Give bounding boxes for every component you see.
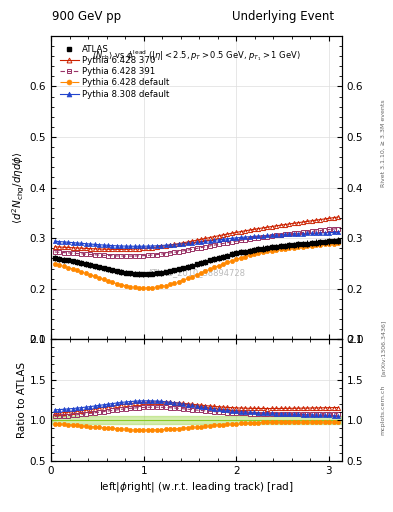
Y-axis label: $\langle d^2 N_{\rm chg}/d\eta d\phi\rangle$: $\langle d^2 N_{\rm chg}/d\eta d\phi\ran…	[11, 151, 27, 224]
Text: $\langle N_{\rm ch}\rangle$ vs $\phi^{\rm lead}$ ($|\eta|<2.5, p_T>0.5$ GeV, $p_: $\langle N_{\rm ch}\rangle$ vs $\phi^{\r…	[92, 48, 301, 63]
Text: Rivet 3.1.10, ≥ 3.3M events: Rivet 3.1.10, ≥ 3.3M events	[381, 99, 386, 187]
X-axis label: left|$\phi$right| (w.r.t. leading track) [rad]: left|$\phi$right| (w.r.t. leading track)…	[99, 480, 294, 494]
Text: 900 GeV pp: 900 GeV pp	[52, 10, 121, 23]
Y-axis label: Ratio to ATLAS: Ratio to ATLAS	[17, 362, 27, 438]
Bar	[51, 416, 342, 424]
Text: [arXiv:1306.3436]: [arXiv:1306.3436]	[381, 320, 386, 376]
Text: mcplots.cern.ch: mcplots.cern.ch	[381, 385, 386, 435]
Text: ATLAS_2010_S8894728: ATLAS_2010_S8894728	[147, 268, 246, 277]
Legend: ATLAS, Pythia 6.428 370, Pythia 6.428 391, Pythia 6.428 default, Pythia 8.308 de: ATLAS, Pythia 6.428 370, Pythia 6.428 39…	[58, 43, 171, 100]
Text: Underlying Event: Underlying Event	[232, 10, 334, 23]
